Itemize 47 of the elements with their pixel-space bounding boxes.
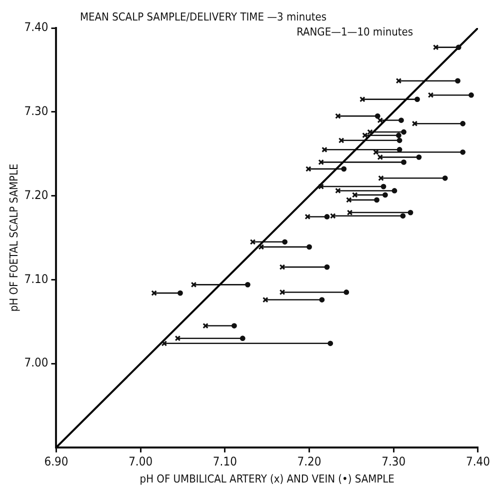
point xyxy=(414,96,420,102)
point xyxy=(245,282,250,288)
x-tick-label: 7.00 xyxy=(128,454,153,469)
annotation: RANGE—1—10 minutes xyxy=(296,25,413,38)
point xyxy=(341,166,347,172)
point xyxy=(460,120,466,126)
point xyxy=(460,149,466,155)
point xyxy=(328,340,334,346)
y-tick-label: 7.20 xyxy=(24,188,48,202)
x-tick-label: 7.10 xyxy=(212,454,238,469)
point xyxy=(468,92,474,98)
point xyxy=(456,44,462,50)
y-tick-label: 7.10 xyxy=(24,272,48,286)
point xyxy=(282,239,288,245)
y-axis-title: pH OF FOETAL SCALP SAMPLE xyxy=(7,164,20,312)
point xyxy=(416,154,422,160)
point xyxy=(382,192,388,198)
y-tick-label: 7.00 xyxy=(24,356,48,370)
point xyxy=(240,336,246,342)
point xyxy=(374,113,380,119)
point xyxy=(455,78,460,84)
point xyxy=(324,214,330,220)
point xyxy=(401,160,406,165)
x-tick-label: 6.90 xyxy=(44,454,68,469)
point xyxy=(374,197,380,203)
point xyxy=(319,297,325,302)
point xyxy=(400,213,406,219)
point xyxy=(396,132,402,138)
x-tick-label: 7.40 xyxy=(466,454,490,469)
text: MEAN SCALP SAMPLE/DELIVERY TIME —3 minutes xyxy=(80,10,327,24)
point xyxy=(392,188,398,194)
y-tick-label: 7.30 xyxy=(24,104,48,118)
point xyxy=(380,184,386,190)
y-tick-label: 7.40 xyxy=(24,20,48,34)
point xyxy=(232,323,237,328)
point xyxy=(178,290,183,296)
point xyxy=(401,129,406,135)
x-tick-label: 7.30 xyxy=(382,454,406,469)
point xyxy=(306,244,312,250)
point xyxy=(396,138,402,144)
point xyxy=(398,118,404,123)
x-axis-title: pH OF UMBILICAL ARTERY (x) AND VEIN (•) SAMPLE xyxy=(140,472,394,486)
x-tick-label: 7.20 xyxy=(297,454,322,469)
point xyxy=(344,290,350,295)
point xyxy=(324,264,330,270)
point xyxy=(442,175,448,181)
point xyxy=(408,210,414,216)
